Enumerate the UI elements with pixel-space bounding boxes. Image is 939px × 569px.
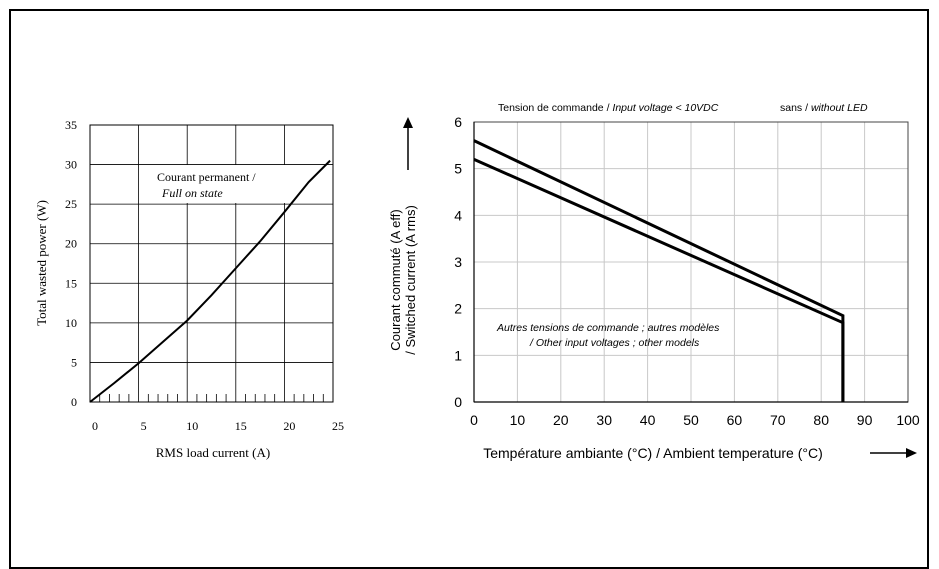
left-y-tick-label: 35 <box>65 118 77 132</box>
left-x-axis-label: RMS load current (A) <box>156 445 270 460</box>
right-series-line-2 <box>473 157 845 402</box>
left-annotation-line2: Full on state <box>161 186 223 200</box>
left-annotation-bg <box>150 165 290 203</box>
left-x-tick-label: 20 <box>283 419 295 433</box>
left-x-tick-label: 10 <box>186 419 198 433</box>
left-y-axis-label: Total wasted power (W) <box>34 200 49 326</box>
left-y-tick-label: 25 <box>65 197 77 211</box>
right-chart: 0 1 2 3 4 5 6 0 10 20 30 40 50 60 70 80 90 100 Tension d… <box>388 102 920 461</box>
left-y-tick-label: 5 <box>71 355 77 369</box>
left-chart: 0 5 10 15 20 25 30 35 0 5 10 15 20 25 Courant perman… <box>34 118 344 460</box>
left-series <box>89 159 331 403</box>
left-plot-border <box>89 124 334 403</box>
right-series-line-1 <box>473 139 845 402</box>
right-title-part4: without LED <box>811 102 868 114</box>
right-chart-title-b: sans / without LED <box>780 102 868 114</box>
left-y-tick-label: 15 <box>65 276 77 290</box>
right-y-tick-label: 1 <box>454 347 462 363</box>
y-direction-arrow-icon <box>403 117 413 170</box>
right-y-axis-label-line1: Courant commuté (A eff) <box>388 209 403 350</box>
right-x-tick-label: 90 <box>857 412 873 428</box>
right-annotation-line1: Autres tensions de commande ; autres mod… <box>496 322 720 334</box>
right-x-tick-label: 70 <box>770 412 786 428</box>
right-x-tick-label: 40 <box>640 412 656 428</box>
right-title-part3: sans / <box>780 102 811 114</box>
right-x-tick-label: 50 <box>683 412 699 428</box>
x-direction-arrow-icon <box>870 448 917 458</box>
right-x-tick-label: 60 <box>727 412 743 428</box>
left-x-tick-labels: 0 5 10 15 20 25 <box>92 419 344 433</box>
right-y-axis-label-line2: / Switched current (A rms) <box>403 205 418 355</box>
right-chart-title: Tension de commande / Input voltage < 10… <box>498 102 719 114</box>
right-y-tick-label: 5 <box>454 161 462 177</box>
left-y-tick-label: 20 <box>65 237 77 251</box>
right-y-tick-label: 6 <box>454 114 462 130</box>
right-x-tick-labels: 0 10 20 30 40 50 60 70 80 90 100 <box>470 412 920 428</box>
left-series-line <box>89 159 331 403</box>
right-x-tick-label: 80 <box>813 412 829 428</box>
right-series <box>473 139 845 402</box>
right-annotation-line2: / Other input voltages ; other models <box>529 337 700 349</box>
right-y-tick-label: 0 <box>454 394 462 410</box>
left-y-tick-labels: 0 5 10 15 20 25 30 35 <box>65 118 77 409</box>
right-y-tick-label: 3 <box>454 254 462 270</box>
right-y-tick-labels: 0 1 2 3 4 5 6 <box>454 114 462 410</box>
left-x-tick-label: 25 <box>332 419 344 433</box>
left-x-tick-label: 5 <box>141 419 147 433</box>
right-x-tick-label: 0 <box>470 412 478 428</box>
left-x-tick-label: 0 <box>92 419 98 433</box>
right-x-tick-label: 20 <box>553 412 569 428</box>
left-y-tick-label: 10 <box>65 316 77 330</box>
left-annotation-line1: Courant permanent / <box>157 170 256 184</box>
right-y-tick-label: 4 <box>454 207 462 223</box>
figure-frame <box>9 9 929 569</box>
left-y-tick-label: 0 <box>71 395 77 409</box>
right-x-tick-label: 100 <box>896 412 920 428</box>
right-title-part1: Tension de commande / <box>498 102 612 114</box>
right-x-axis-label: Température ambiante (°C) / Ambient temp… <box>483 445 823 461</box>
left-minor-ticks <box>99 394 324 402</box>
right-x-tick-label: 10 <box>510 412 526 428</box>
right-title-part2: Input voltage < 10VDC <box>612 102 718 114</box>
right-y-tick-label: 2 <box>454 301 462 317</box>
left-x-tick-label: 15 <box>235 419 247 433</box>
right-x-tick-label: 30 <box>596 412 612 428</box>
left-y-tick-label: 30 <box>65 158 77 172</box>
